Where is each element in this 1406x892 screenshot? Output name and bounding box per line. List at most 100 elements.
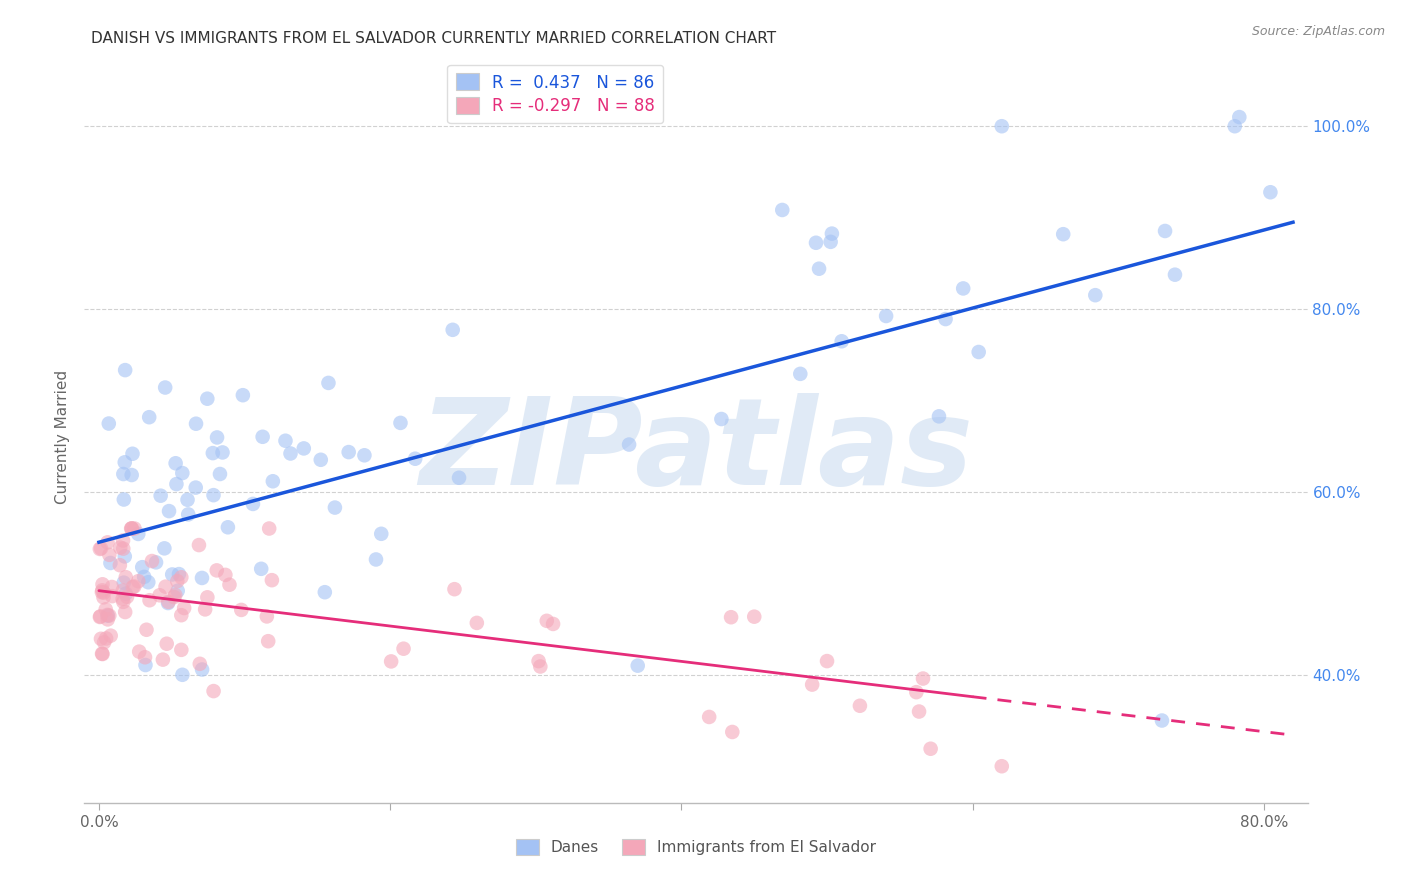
Point bbox=[218, 578, 240, 592]
Point bbox=[176, 492, 198, 507]
Point bbox=[991, 119, 1014, 133]
Point bbox=[908, 705, 931, 719]
Point bbox=[905, 685, 928, 699]
Point bbox=[134, 650, 156, 665]
Point bbox=[167, 567, 190, 582]
Text: Source: ZipAtlas.com: Source: ZipAtlas.com bbox=[1251, 25, 1385, 38]
Point bbox=[991, 759, 1014, 773]
Point bbox=[742, 609, 765, 624]
Point bbox=[1260, 186, 1282, 200]
Point bbox=[232, 388, 254, 402]
Point bbox=[920, 741, 942, 756]
Point bbox=[173, 601, 195, 615]
Point bbox=[875, 309, 897, 323]
Point bbox=[441, 323, 464, 337]
Text: DANISH VS IMMIGRANTS FROM EL SALVADOR CURRENTLY MARRIED CORRELATION CHART: DANISH VS IMMIGRANTS FROM EL SALVADOR CU… bbox=[91, 31, 776, 46]
Point bbox=[134, 570, 156, 584]
Point bbox=[114, 605, 136, 619]
Point bbox=[1223, 119, 1246, 133]
Point bbox=[262, 475, 284, 489]
Point bbox=[195, 392, 218, 406]
Point bbox=[134, 658, 156, 673]
Point bbox=[721, 725, 744, 739]
Point bbox=[292, 442, 315, 456]
Point bbox=[529, 659, 551, 673]
Point bbox=[131, 560, 153, 574]
Point bbox=[202, 488, 225, 502]
Point bbox=[149, 588, 172, 602]
Point bbox=[257, 521, 280, 535]
Point bbox=[1052, 227, 1074, 242]
Point bbox=[114, 549, 136, 564]
Point bbox=[114, 363, 136, 377]
Point bbox=[188, 538, 211, 552]
Point bbox=[100, 629, 122, 643]
Point bbox=[97, 417, 120, 431]
Point bbox=[160, 567, 183, 582]
Point bbox=[97, 535, 120, 549]
Point bbox=[101, 580, 124, 594]
Point bbox=[149, 489, 172, 503]
Point bbox=[280, 446, 302, 460]
Point bbox=[157, 595, 180, 609]
Point bbox=[967, 345, 990, 359]
Point bbox=[208, 467, 231, 481]
Point bbox=[392, 641, 415, 656]
Point bbox=[815, 654, 838, 668]
Point bbox=[155, 580, 177, 594]
Point bbox=[89, 609, 111, 624]
Point bbox=[153, 541, 176, 556]
Point bbox=[194, 602, 217, 616]
Point bbox=[93, 585, 115, 599]
Point bbox=[242, 497, 264, 511]
Point bbox=[1164, 268, 1187, 282]
Point bbox=[849, 698, 872, 713]
Point bbox=[808, 261, 831, 276]
Point bbox=[404, 451, 426, 466]
Point bbox=[789, 367, 811, 381]
Point bbox=[536, 614, 558, 628]
Point bbox=[94, 632, 117, 646]
Point bbox=[170, 608, 193, 623]
Point bbox=[1154, 224, 1177, 238]
Point bbox=[447, 471, 470, 485]
Point bbox=[121, 447, 143, 461]
Point bbox=[94, 602, 117, 616]
Point bbox=[127, 574, 149, 589]
Point bbox=[465, 615, 488, 630]
Point bbox=[172, 667, 194, 681]
Point bbox=[256, 609, 278, 624]
Point bbox=[318, 376, 340, 390]
Point bbox=[770, 202, 793, 217]
Point bbox=[166, 574, 188, 589]
Point bbox=[111, 583, 134, 598]
Point bbox=[115, 590, 138, 604]
Point bbox=[527, 654, 550, 668]
Point bbox=[122, 580, 145, 594]
Point bbox=[138, 593, 160, 607]
Point bbox=[157, 504, 180, 518]
Point bbox=[389, 416, 412, 430]
Point bbox=[205, 563, 228, 577]
Point bbox=[141, 554, 163, 568]
Point bbox=[152, 652, 174, 666]
Point bbox=[697, 710, 720, 724]
Point bbox=[91, 647, 114, 661]
Point bbox=[135, 623, 157, 637]
Point bbox=[91, 647, 114, 661]
Point bbox=[112, 575, 135, 590]
Point bbox=[1227, 110, 1250, 124]
Point bbox=[136, 575, 159, 590]
Point bbox=[145, 555, 167, 569]
Point bbox=[112, 533, 135, 548]
Point bbox=[166, 583, 188, 598]
Point bbox=[443, 582, 465, 597]
Point bbox=[260, 573, 283, 587]
Point bbox=[184, 481, 207, 495]
Point bbox=[1150, 714, 1173, 728]
Point bbox=[217, 520, 239, 534]
Point bbox=[112, 467, 135, 481]
Point bbox=[111, 591, 134, 606]
Point bbox=[91, 583, 114, 598]
Point bbox=[121, 580, 143, 594]
